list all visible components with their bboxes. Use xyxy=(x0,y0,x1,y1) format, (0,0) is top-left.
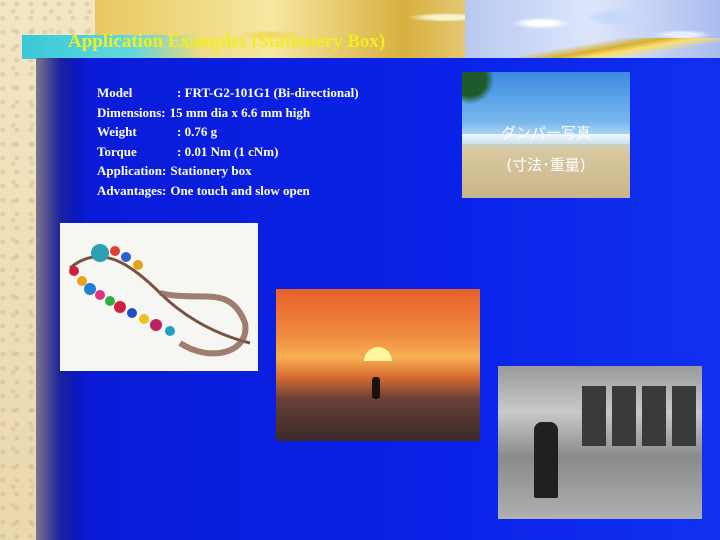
spec-label: Model xyxy=(97,85,133,100)
palm-shape xyxy=(462,72,502,112)
spec-row-application: Application: Stationery box xyxy=(97,161,457,181)
spec-row-torque: Torque : 0.01 Nm (1 cNm) xyxy=(97,142,457,162)
photo-placeholder-note: ダンパー写真 xyxy=(500,124,591,142)
spec-label: Application: xyxy=(97,163,167,179)
photo-placeholder-note-2: (寸法･重量) xyxy=(506,156,586,174)
spec-list: Model : FRT-G2-101G1 (Bi-directional) Di… xyxy=(97,83,457,201)
display-board xyxy=(612,386,636,446)
crouching-person xyxy=(534,422,558,498)
spec-row-dimensions: Dimensions: 15 mm dia x 6.6 mm high xyxy=(97,103,457,123)
spec-row-advantages: Advantages: One touch and slow open xyxy=(97,181,457,201)
necklace-photo xyxy=(60,223,258,371)
cyan-strip-decoration xyxy=(22,35,202,59)
display-board xyxy=(672,386,696,446)
gold-swoosh-decoration xyxy=(520,38,720,60)
display-board xyxy=(642,386,666,446)
spec-label: Weight xyxy=(97,124,137,140)
spec-value: 15 mm dia x 6.6 mm high xyxy=(169,104,311,120)
street-photo xyxy=(498,366,702,519)
spec-row-model: Model : FRT-G2-101G1 (Bi-directional) xyxy=(97,83,457,103)
display-board xyxy=(582,386,606,446)
spec-value: : 0.01 Nm (1 cNm) xyxy=(177,143,279,159)
necklace-illustration xyxy=(69,244,251,357)
spec-label: Torque xyxy=(97,143,137,159)
sun-shape xyxy=(364,347,392,361)
spec-label: Dimensions: xyxy=(97,104,166,120)
spec-value: : FRT-G2-101G1 (Bi-directional) xyxy=(177,85,359,100)
wave-shape xyxy=(462,134,630,144)
spec-label: Advantages: xyxy=(97,182,167,198)
spec-row-weight: Weight : 0.76 g xyxy=(97,122,457,142)
sunset-photo xyxy=(276,289,480,441)
spec-value: : 0.76 g xyxy=(177,124,218,140)
spec-value: Stationery box xyxy=(170,163,252,179)
slide-title: Application Examples (Stationery Box) xyxy=(68,31,386,52)
bead-group xyxy=(69,244,175,336)
silhouette-figure xyxy=(372,377,380,399)
spec-value: One touch and slow open xyxy=(170,182,310,198)
beach-photo: ダンパー写真 (寸法･重量) xyxy=(462,72,630,198)
